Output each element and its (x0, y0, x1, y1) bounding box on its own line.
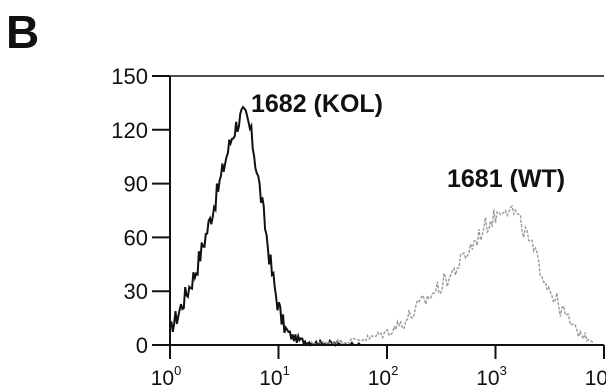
x-tick-exponent: 3 (500, 363, 507, 378)
series-labels: 1682 (KOL) 1681 (WT) (251, 90, 565, 193)
y-tick-label: 150 (111, 64, 148, 89)
x-tick-label: 101 (259, 363, 290, 390)
x-tick-exponent: 1 (283, 363, 290, 378)
x-tick-label: 104 (585, 363, 606, 390)
series-label-wt: 1681 (WT) (447, 165, 565, 193)
y-tick-label: 30 (124, 279, 148, 304)
y-tick-label: 90 (124, 172, 148, 197)
y-tick-label: 0 (136, 333, 148, 358)
x-tick-exponent: 2 (391, 363, 398, 378)
series-line-wt (310, 204, 594, 346)
x-tick-label: 102 (368, 363, 399, 390)
panel-letter: B (6, 6, 39, 58)
axes-group: 0306090120150100101102103104 (111, 64, 606, 390)
x-tick-exponent: 0 (174, 363, 181, 378)
series-line-kol (169, 105, 363, 347)
x-tick-label: 100 (151, 363, 182, 390)
series-group (169, 105, 594, 347)
y-tick-label: 60 (124, 225, 148, 250)
series-label-kol: 1682 (KOL) (251, 90, 383, 118)
y-tick-label: 120 (111, 118, 148, 143)
x-tick-label: 103 (476, 363, 507, 390)
